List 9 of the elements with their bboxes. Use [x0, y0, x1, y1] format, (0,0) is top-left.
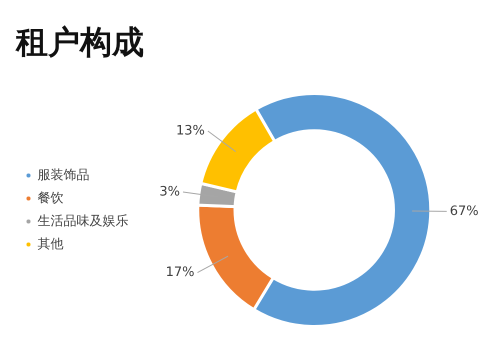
legend-label: 餐饮: [38, 190, 64, 206]
data-label: 17%: [166, 264, 194, 280]
chart-title: 租户构成: [16, 22, 144, 62]
legend-label: 其他: [38, 236, 64, 252]
data-label: 13%: [176, 123, 205, 138]
legend-label: 服装饰品: [38, 168, 90, 183]
data-label: 3%: [159, 184, 180, 200]
legend-label: 生活品味及娱乐: [38, 214, 128, 229]
data-label: 67%: [450, 204, 479, 219]
